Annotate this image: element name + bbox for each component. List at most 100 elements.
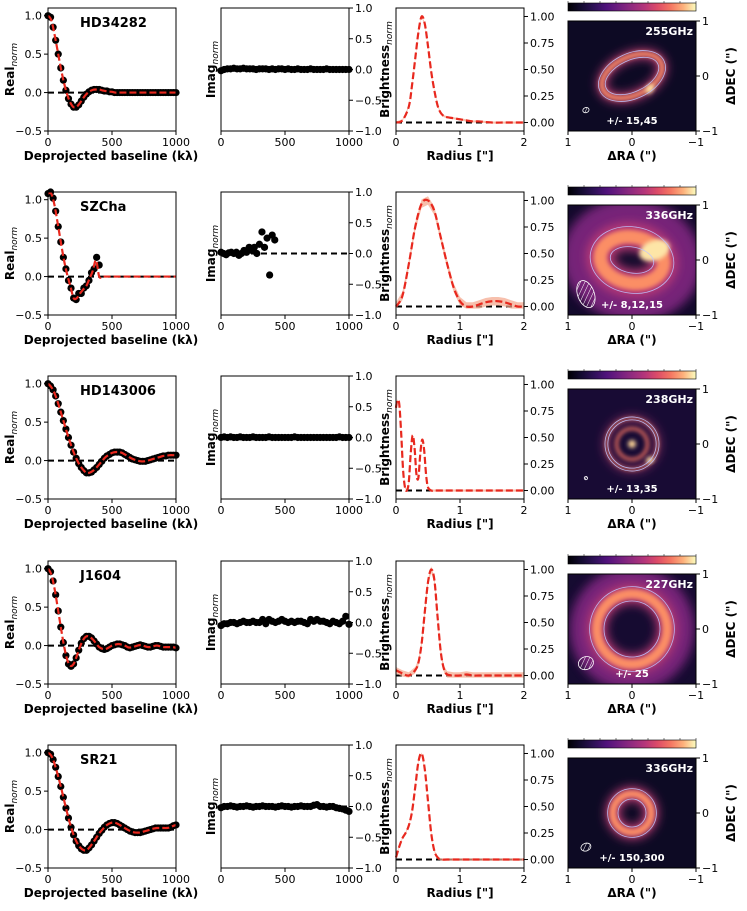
image-beam [577, 656, 594, 671]
real-y-tick-label: 0.0 [25, 87, 43, 100]
dec-y-tick-label: −1 [702, 493, 718, 506]
brightness-frame [395, 560, 525, 685]
brightness-uncertainty-band [396, 15, 524, 124]
imag-x-tick-label: 500 [275, 504, 296, 517]
real-data-point [62, 86, 70, 94]
real-y-tick-label: 1.0 [25, 194, 43, 207]
real-data-point [62, 651, 70, 660]
radius-x-tick-label: 1 [457, 136, 464, 149]
brightness-y-tick-label: 0.00 [530, 670, 555, 683]
image-panel: 227GHz +/- 25 1 0 −1−1 0 1 ΔRA (") ΔDEC (") [565, 554, 738, 716]
radius-xlabel: Radius ["] [426, 886, 493, 900]
dec-y-tick-label: 0 [702, 623, 709, 636]
brightness-y-tick-label: 0.50 [530, 617, 555, 630]
real-y-tick-label: −0.5 [15, 309, 42, 322]
dec-y-tick-label: 0 [702, 807, 709, 820]
imag-x-tick-label: 1000 [335, 873, 363, 886]
real-xlabel: Deprojected baseline (kλ) [24, 517, 198, 531]
imag-y-tick-label: 0.0 [355, 248, 373, 261]
image-frequency: 336GHz [645, 762, 693, 775]
image-panel: 336GHz +/- 150,300 1 0 −1−1 0 1 ΔRA (") ΔDEC (") [565, 738, 738, 900]
ra-x-tick-label: −1 [688, 136, 704, 149]
brightness-y-tick-label: 0.00 [530, 117, 555, 130]
target-name: SZCha [80, 200, 126, 215]
brightness-y-tick-label: 0.75 [530, 221, 555, 234]
brightness-y-tick-label: 1.00 [530, 563, 555, 576]
real-x-tick-label: 500 [102, 504, 123, 517]
imag-y-tick-label: 1.0 [355, 2, 373, 15]
image-ring [593, 229, 671, 291]
brightness-y-tick-label: 1.00 [530, 747, 555, 760]
real-y-tick-label: 1.0 [25, 378, 43, 391]
real-model-curve [47, 382, 176, 475]
image-content [568, 205, 696, 315]
brightness-y-tick-label: 0.25 [530, 643, 555, 656]
image-contour-outer [604, 416, 660, 472]
imag-data-point [253, 249, 261, 258]
brightness-frame [395, 744, 525, 869]
colorbar [567, 555, 697, 565]
real-ylabel: Realnorm [3, 411, 20, 465]
radius-x-tick-label: 2 [521, 873, 528, 886]
image-center-dot [628, 440, 636, 448]
image-ring [609, 790, 655, 836]
image-contour-levels: +/- 13,35 [606, 484, 657, 495]
ra-x-tick-label: 1 [565, 136, 572, 149]
ra-x-tick-label: −1 [688, 320, 704, 333]
brightness-y-tick-label: 0.00 [530, 854, 555, 867]
image-beam [582, 107, 590, 114]
radius-xlabel: Radius ["] [426, 702, 493, 716]
radius-x-tick-label: 0 [393, 873, 400, 886]
imag-y-tick-label: 0.5 [355, 401, 373, 414]
imag-x-tick-label: 0 [218, 689, 225, 702]
brightness-panel: 0 1 20.00 0.25 0.50 0.75 1.00 Brightnessnorm Rad… [378, 7, 555, 163]
real-data-point [67, 823, 75, 831]
brightness-frame [395, 375, 525, 500]
radius-x-tick-label: 1 [457, 689, 464, 702]
radius-x-tick-label: 2 [521, 504, 528, 517]
brightness-uncertainty-band [396, 752, 524, 861]
imag-y-tick-label: −1.0 [355, 493, 382, 506]
dec-y-tick-label: 1 [702, 383, 709, 396]
real-x-tick-label: 1000 [162, 873, 190, 886]
imag-y-tick-label: −1.0 [355, 125, 382, 138]
image-contour-levels: +/- 8,12,15 [601, 300, 663, 311]
imag-x-tick-label: 1000 [335, 136, 363, 149]
image-contour-outer [607, 788, 657, 838]
dec-y-tick-label: 0 [702, 254, 709, 267]
target-name: HD143006 [80, 384, 156, 399]
imag-x-tick-label: 0 [218, 136, 225, 149]
imag-x-tick-label: 500 [275, 320, 296, 333]
imag-x-tick-label: 500 [275, 689, 296, 702]
brightness-profile-line [395, 568, 524, 677]
imag-y-tick-label: 0.0 [355, 617, 373, 630]
dec-y-tick-label: 1 [702, 568, 709, 581]
image-contour-outer [589, 226, 675, 294]
imag-panel: 0 500 1000−1.0 −0.5 0.0 0.5 1.0 Imagnorm [204, 739, 382, 886]
imag-y-tick-label: 0.0 [355, 64, 373, 77]
real-x-tick-label: 1000 [162, 320, 190, 333]
brightness-ylabel: Brightnessnorm [378, 21, 395, 118]
real-data-point [54, 222, 62, 231]
real-xlabel: Deprojected baseline (kλ) [24, 702, 198, 716]
imag-data-point [266, 271, 274, 279]
brightness-y-tick-label: 0.50 [530, 248, 555, 261]
real-data-point [64, 814, 73, 822]
real-x-tick-label: 1000 [162, 136, 190, 149]
real-x-tick-label: 500 [102, 873, 123, 886]
real-model-curve [47, 14, 176, 109]
image-panel: 336GHz +/- 8,12,15 1 0 −1−1 0 1 ΔRA (") ΔDEC (") [565, 185, 738, 347]
imag-x-tick-label: 500 [275, 136, 296, 149]
radius-x-tick-label: 0 [393, 689, 400, 702]
radius-x-tick-label: 2 [521, 136, 528, 149]
dec-ylabel: ΔDEC (") [724, 415, 738, 473]
ra-x-tick-label: 0 [629, 136, 636, 149]
image-ring [599, 51, 665, 101]
image-halo [569, 574, 695, 684]
dec-y-tick-label: −1 [702, 678, 718, 691]
real-y-tick-label: −0.5 [15, 862, 42, 875]
real-x-tick-label: 0 [45, 873, 52, 886]
brightness-y-tick-label: 0.25 [530, 274, 555, 287]
real-data-point [93, 253, 101, 261]
real-y-tick-label: 0.5 [25, 48, 43, 61]
